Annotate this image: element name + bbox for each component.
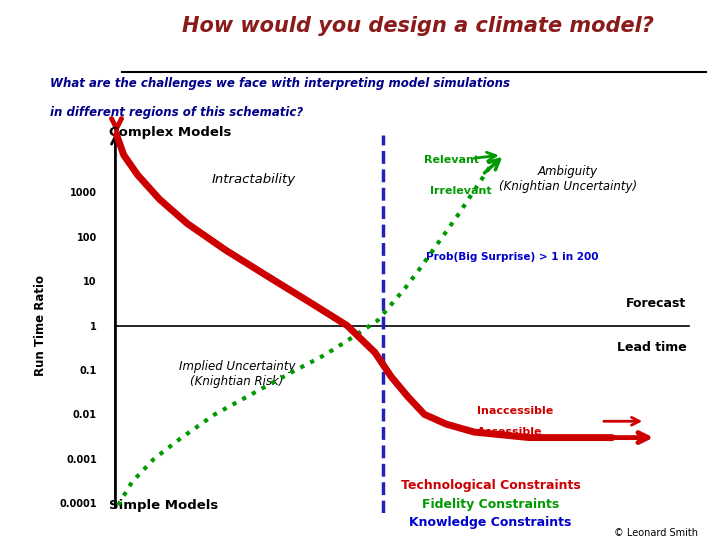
Text: © Leonard Smith: © Leonard Smith xyxy=(614,528,698,538)
Text: Inaccessible: Inaccessible xyxy=(477,406,553,416)
Text: Knowledge Constraints: Knowledge Constraints xyxy=(410,516,572,529)
Text: Intractability: Intractability xyxy=(211,173,295,186)
Text: CENTRE FOR
THE ANALYSIS
OF TIME SERIES: CENTRE FOR THE ANALYSIS OF TIME SERIES xyxy=(46,21,85,39)
Text: Ambiguity
(Knightian Uncertainty): Ambiguity (Knightian Uncertainty) xyxy=(499,165,637,193)
Text: Complex Models: Complex Models xyxy=(109,126,231,139)
Text: Prob(Big Surprise) > 1 in 200: Prob(Big Surprise) > 1 in 200 xyxy=(426,252,599,262)
Text: Simple Models: Simple Models xyxy=(109,498,218,512)
Text: Accessible: Accessible xyxy=(477,427,542,437)
Text: Run Time Ratio: Run Time Ratio xyxy=(35,275,48,376)
Text: How would you design a climate model?: How would you design a climate model? xyxy=(181,16,654,36)
Text: What are the challenges we face with interpreting model simulations: What are the challenges we face with int… xyxy=(50,77,510,90)
Text: Lead time: Lead time xyxy=(617,341,687,354)
Text: Technological Constraints: Technological Constraints xyxy=(401,479,580,492)
Text: Forecast: Forecast xyxy=(626,296,687,310)
Text: Fidelity Constraints: Fidelity Constraints xyxy=(422,498,559,511)
Text: Irrelevant: Irrelevant xyxy=(430,186,492,195)
Text: CATS: CATS xyxy=(6,22,34,32)
Text: Implied Uncertainty
(Knightian Risk): Implied Uncertainty (Knightian Risk) xyxy=(179,360,295,388)
Text: Relevant: Relevant xyxy=(424,154,480,165)
Text: in different regions of this schematic?: in different regions of this schematic? xyxy=(50,106,304,119)
